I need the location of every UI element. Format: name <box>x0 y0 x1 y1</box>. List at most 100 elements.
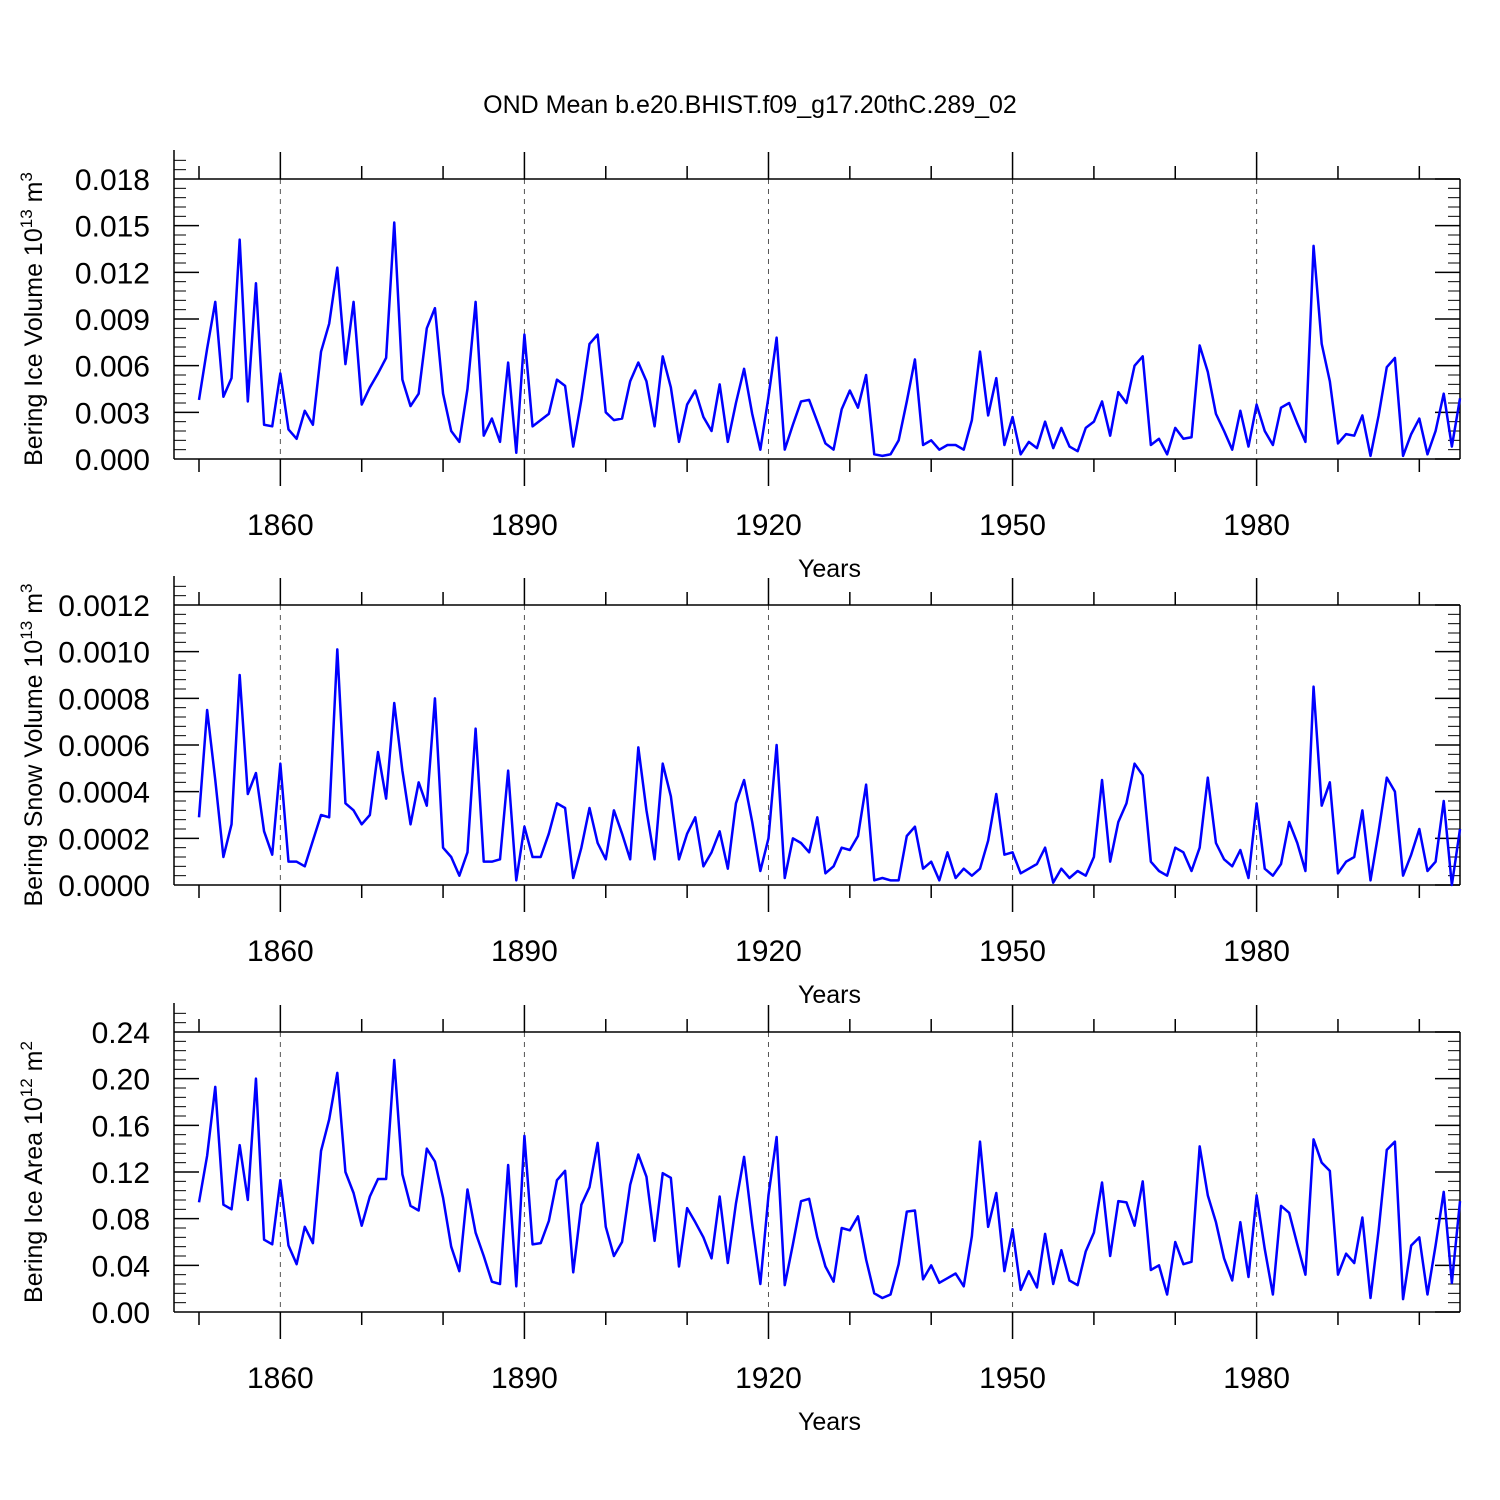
data-point <box>271 425 273 427</box>
data-point <box>718 1195 720 1197</box>
data-point <box>605 411 607 413</box>
data-point <box>287 860 289 862</box>
data-point <box>889 879 891 881</box>
y-axis-title: Bering Snow Volume 1013 m3 <box>17 583 48 906</box>
data-point <box>1239 1221 1241 1223</box>
data-point <box>914 1209 916 1211</box>
data-point <box>531 856 533 858</box>
data-point <box>670 386 672 388</box>
data-point <box>1215 1221 1217 1223</box>
data-point <box>1410 853 1412 855</box>
data-point <box>792 1243 794 1245</box>
data-point <box>409 405 411 407</box>
data-point <box>775 744 777 746</box>
data-point <box>963 1285 965 1287</box>
data-point <box>1255 1194 1257 1196</box>
data-point <box>889 1293 891 1295</box>
data-point <box>702 1236 704 1238</box>
data-point <box>198 399 200 401</box>
y-tick-label: 0.24 <box>92 1017 150 1050</box>
data-point <box>1093 856 1095 858</box>
data-point <box>629 858 631 860</box>
data-point <box>1353 856 1355 858</box>
data-point <box>523 825 525 827</box>
data-point <box>1011 416 1013 418</box>
data-point <box>1264 867 1266 869</box>
data-point <box>922 444 924 446</box>
data-point <box>971 874 973 876</box>
data-point <box>1003 444 1005 446</box>
data-point <box>539 1242 541 1244</box>
data-point <box>1329 1170 1331 1172</box>
data-point <box>743 1156 745 1158</box>
data-point <box>312 424 314 426</box>
data-point <box>1312 1138 1314 1140</box>
data-point <box>1402 1298 1404 1300</box>
data-series-line <box>197 1058 1462 1301</box>
data-point <box>336 1072 338 1074</box>
data-point <box>954 444 956 446</box>
data-point <box>1125 802 1127 804</box>
data-point <box>539 419 541 421</box>
data-point <box>1215 413 1217 415</box>
data-point <box>613 419 615 421</box>
data-point <box>377 751 379 753</box>
data-point <box>1028 867 1030 869</box>
data-point <box>1296 842 1298 844</box>
data-point <box>336 648 338 650</box>
data-point <box>1117 1200 1119 1202</box>
data-point <box>369 386 371 388</box>
data-point <box>1190 1261 1192 1263</box>
data-point <box>295 438 297 440</box>
data-point <box>572 445 574 447</box>
data-point <box>304 1226 306 1228</box>
data-point <box>214 779 216 781</box>
data-point <box>954 1272 956 1274</box>
data-point <box>271 853 273 855</box>
data-point <box>1426 870 1428 872</box>
data-point <box>1443 392 1445 394</box>
data-point <box>645 809 647 811</box>
data-point <box>499 441 501 443</box>
data-point <box>483 434 485 436</box>
data-point <box>458 441 460 443</box>
data-point <box>897 1263 899 1265</box>
data-point <box>922 867 924 869</box>
data-point <box>832 865 834 867</box>
data-point <box>865 783 867 785</box>
data-point <box>1304 870 1306 872</box>
data-point <box>906 1210 908 1212</box>
data-point <box>946 444 948 446</box>
data-point <box>735 402 737 404</box>
data-point <box>1272 444 1274 446</box>
data-point <box>718 830 720 832</box>
data-point <box>222 396 224 398</box>
x-tick-label: 1980 <box>1223 1362 1290 1395</box>
x-axis-title: Years <box>798 981 861 1009</box>
data-point <box>596 842 598 844</box>
data-point <box>881 455 883 457</box>
data-point <box>287 428 289 430</box>
data-point <box>1150 444 1152 446</box>
data-point <box>605 1226 607 1228</box>
data-point <box>466 388 468 390</box>
x-axis-title: Years <box>798 1408 861 1436</box>
data-point <box>564 1170 566 1172</box>
data-point <box>409 1205 411 1207</box>
data-point <box>1345 1252 1347 1254</box>
data-point <box>979 350 981 352</box>
data-point <box>1337 1273 1339 1275</box>
data-point <box>580 399 582 401</box>
data-point <box>1019 1289 1021 1291</box>
data-point <box>1052 1283 1054 1285</box>
data-point <box>979 1140 981 1142</box>
x-axis-title: Years <box>798 555 861 583</box>
data-point <box>987 414 989 416</box>
data-point <box>1142 355 1144 357</box>
data-point <box>1288 1212 1290 1214</box>
y-axis-title: Bering Ice Area 1012 m2 <box>17 1041 48 1303</box>
data-point <box>670 795 672 797</box>
data-point <box>873 453 875 455</box>
data-point <box>808 1198 810 1200</box>
